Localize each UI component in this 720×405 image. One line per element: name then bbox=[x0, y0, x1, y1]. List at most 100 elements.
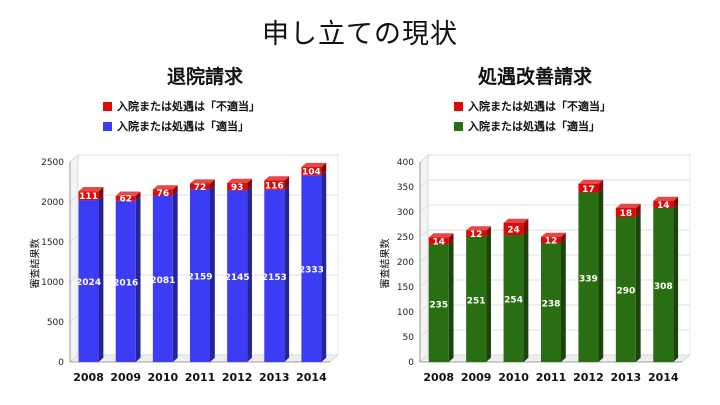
bar-segment-appropriate bbox=[428, 244, 449, 362]
bar-top-face bbox=[115, 191, 141, 196]
data-label-inappropriate: 17 bbox=[582, 185, 595, 195]
data-label-inappropriate: 14 bbox=[432, 238, 445, 248]
bar-segment-inappropriate-side bbox=[247, 178, 252, 191]
data-label-inappropriate: 24 bbox=[507, 226, 520, 236]
y-tick-label: 50 bbox=[403, 333, 415, 343]
legend-item: 入院または処遇は「適当」 bbox=[103, 116, 260, 136]
y-tick-label: 500 bbox=[47, 318, 64, 328]
bar-segment-inappropriate bbox=[541, 237, 561, 243]
data-label-appropriate: 308 bbox=[654, 282, 673, 292]
bar-segment-inappropriate-side bbox=[98, 187, 104, 201]
bar-segment-inappropriate bbox=[503, 223, 524, 235]
y-tick-label: 200 bbox=[397, 258, 414, 268]
bar-segment-appropriate bbox=[615, 217, 636, 362]
legend-item: 入院または処遇は「不適当」 bbox=[103, 96, 260, 116]
x-tick-label: 2008 bbox=[73, 371, 104, 384]
bar-segment-inappropriate-side bbox=[321, 162, 327, 176]
bar-segment-appropriate-side bbox=[598, 188, 604, 362]
bar-segment-appropriate-side bbox=[284, 185, 290, 362]
left-chart-title: 退院請求 bbox=[166, 66, 243, 88]
bar-top-face bbox=[503, 218, 529, 223]
legend-item: 入院または処遇は「適当」 bbox=[454, 116, 611, 136]
bar-segment-inappropriate bbox=[190, 183, 210, 190]
bar-segment-appropriate-side bbox=[247, 186, 252, 362]
data-label-inappropriate: 14 bbox=[657, 201, 670, 211]
data-label-appropriate: 251 bbox=[467, 296, 486, 306]
data-label-appropriate: 254 bbox=[504, 296, 523, 306]
x-tick-label: 2009 bbox=[110, 371, 141, 384]
legend-label: 入院または処遇は「適当」 bbox=[117, 120, 249, 133]
data-label-inappropriate: 111 bbox=[79, 192, 98, 202]
bar-segment-appropriate bbox=[578, 192, 599, 362]
bar-top-face bbox=[653, 196, 679, 201]
legend-label: 入院または処遇は「不適当」 bbox=[117, 100, 260, 113]
bar-top-face bbox=[428, 233, 454, 238]
data-label-appropriate: 290 bbox=[616, 287, 635, 297]
bar-segment-appropriate bbox=[227, 190, 248, 362]
x-tick-label: 2011 bbox=[185, 371, 216, 384]
bar-segment-inappropriate bbox=[615, 208, 636, 217]
y-tick-label: 100 bbox=[397, 308, 414, 318]
right-chart-title: 処遇改善請求 bbox=[477, 66, 592, 88]
bar-segment-inappropriate-side bbox=[448, 233, 454, 245]
gridline bbox=[419, 154, 690, 163]
data-label-appropriate: 2016 bbox=[113, 278, 138, 288]
y-tick-label: 0 bbox=[408, 358, 414, 368]
bar-segment-inappropriate bbox=[301, 167, 322, 176]
bar-segment-inappropriate-side bbox=[635, 203, 641, 217]
y-tick-label: 150 bbox=[397, 283, 414, 293]
bar-top-face bbox=[78, 187, 104, 192]
bar-segment-appropriate-side bbox=[635, 212, 641, 362]
bar-top-face bbox=[578, 179, 604, 184]
bar-segment-appropriate bbox=[264, 189, 285, 362]
bar-top-face bbox=[466, 226, 491, 231]
x-tick-label: 2010 bbox=[498, 371, 529, 384]
legend-label: 入院または処遇は「適当」 bbox=[468, 120, 600, 133]
gridline bbox=[69, 154, 338, 163]
data-label-inappropriate: 12 bbox=[470, 230, 483, 240]
data-label-inappropriate: 104 bbox=[302, 168, 321, 178]
bar-segment-appropriate bbox=[503, 235, 524, 362]
data-label-appropriate: 2333 bbox=[299, 266, 324, 276]
bar-top-face bbox=[301, 162, 327, 168]
x-tick-label: 2008 bbox=[423, 371, 454, 384]
bar-segment-appropriate-side bbox=[448, 240, 454, 362]
x-tick-label: 2013 bbox=[611, 371, 642, 384]
bar-segment-inappropriate bbox=[115, 195, 136, 201]
bar-segment-inappropriate-side bbox=[673, 196, 679, 208]
bar-segment-appropriate bbox=[653, 208, 674, 362]
bar-segment-appropriate-side bbox=[98, 195, 104, 362]
bar-segment-inappropriate bbox=[428, 237, 449, 245]
bar-segment-appropriate-side bbox=[486, 232, 491, 362]
bar-segment-inappropriate-side bbox=[135, 191, 141, 201]
bar-segment-appropriate bbox=[78, 200, 99, 362]
bar-segment-inappropriate-side bbox=[523, 218, 529, 235]
bar-segment-inappropriate-side bbox=[598, 179, 604, 193]
bar-segment-inappropriate bbox=[466, 230, 487, 237]
right-chart: 0 50 100 150 200 250 300 350 400 235 14 2008 251 12 20… bbox=[397, 154, 691, 384]
bar-segment-appropriate-side bbox=[172, 191, 178, 362]
y-tick-label: 1500 bbox=[41, 238, 64, 248]
bar-segment-appropriate-side bbox=[561, 238, 566, 362]
bar-segment-inappropriate bbox=[227, 182, 248, 191]
legend-swatch-red bbox=[103, 101, 112, 111]
bar-segment-inappropriate bbox=[264, 180, 285, 190]
y-tick-label: 400 bbox=[397, 158, 414, 168]
bar-segment-inappropriate bbox=[578, 184, 599, 193]
bar-segment-inappropriate-side bbox=[486, 226, 491, 237]
data-label-appropriate: 238 bbox=[542, 300, 561, 310]
data-label-appropriate: 2145 bbox=[225, 273, 250, 283]
bar-segment-inappropriate-side bbox=[210, 179, 215, 190]
bar-segment-appropriate bbox=[466, 236, 487, 362]
x-tick-label: 2013 bbox=[259, 371, 290, 384]
data-label-inappropriate: 76 bbox=[157, 189, 170, 199]
left-legend: 入院または処遇は「不適当」 入院または処遇は「適当」 bbox=[103, 96, 260, 136]
data-label-appropriate: 2153 bbox=[262, 273, 287, 283]
bar-segment-appropriate bbox=[541, 243, 561, 362]
x-tick-label: 2011 bbox=[536, 371, 567, 384]
bar-segment-inappropriate-side bbox=[284, 176, 290, 190]
legend-swatch-red bbox=[454, 101, 463, 111]
y-tick-label: 2500 bbox=[41, 158, 64, 168]
data-label-appropriate: 2159 bbox=[187, 273, 212, 283]
